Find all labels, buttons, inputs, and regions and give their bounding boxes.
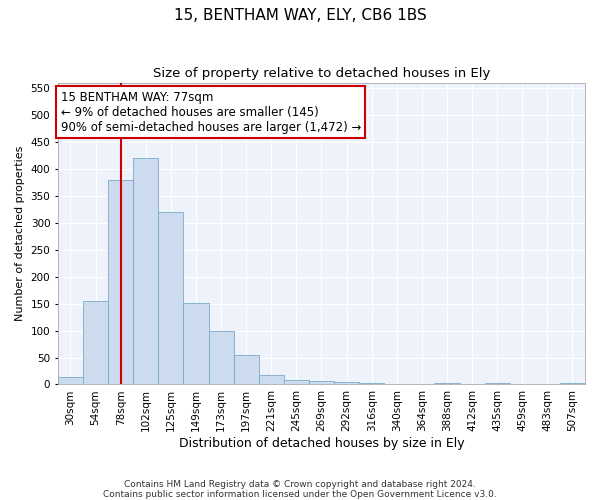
Bar <box>284 380 309 384</box>
Text: Contains HM Land Registry data © Crown copyright and database right 2024.
Contai: Contains HM Land Registry data © Crown c… <box>103 480 497 499</box>
Title: Size of property relative to detached houses in Ely: Size of property relative to detached ho… <box>153 68 490 80</box>
Bar <box>233 355 259 384</box>
Bar <box>259 375 284 384</box>
Text: 15, BENTHAM WAY, ELY, CB6 1BS: 15, BENTHAM WAY, ELY, CB6 1BS <box>173 8 427 22</box>
Bar <box>83 301 108 384</box>
Bar <box>309 380 334 384</box>
Bar <box>158 212 184 384</box>
Text: 15 BENTHAM WAY: 77sqm
← 9% of detached houses are smaller (145)
90% of semi-deta: 15 BENTHAM WAY: 77sqm ← 9% of detached h… <box>61 90 361 134</box>
Bar <box>184 302 209 384</box>
Bar <box>108 180 133 384</box>
Bar <box>334 382 359 384</box>
Y-axis label: Number of detached properties: Number of detached properties <box>15 146 25 322</box>
X-axis label: Distribution of detached houses by size in Ely: Distribution of detached houses by size … <box>179 437 464 450</box>
Bar <box>133 158 158 384</box>
Bar <box>434 383 460 384</box>
Bar <box>58 378 83 384</box>
Bar <box>209 330 233 384</box>
